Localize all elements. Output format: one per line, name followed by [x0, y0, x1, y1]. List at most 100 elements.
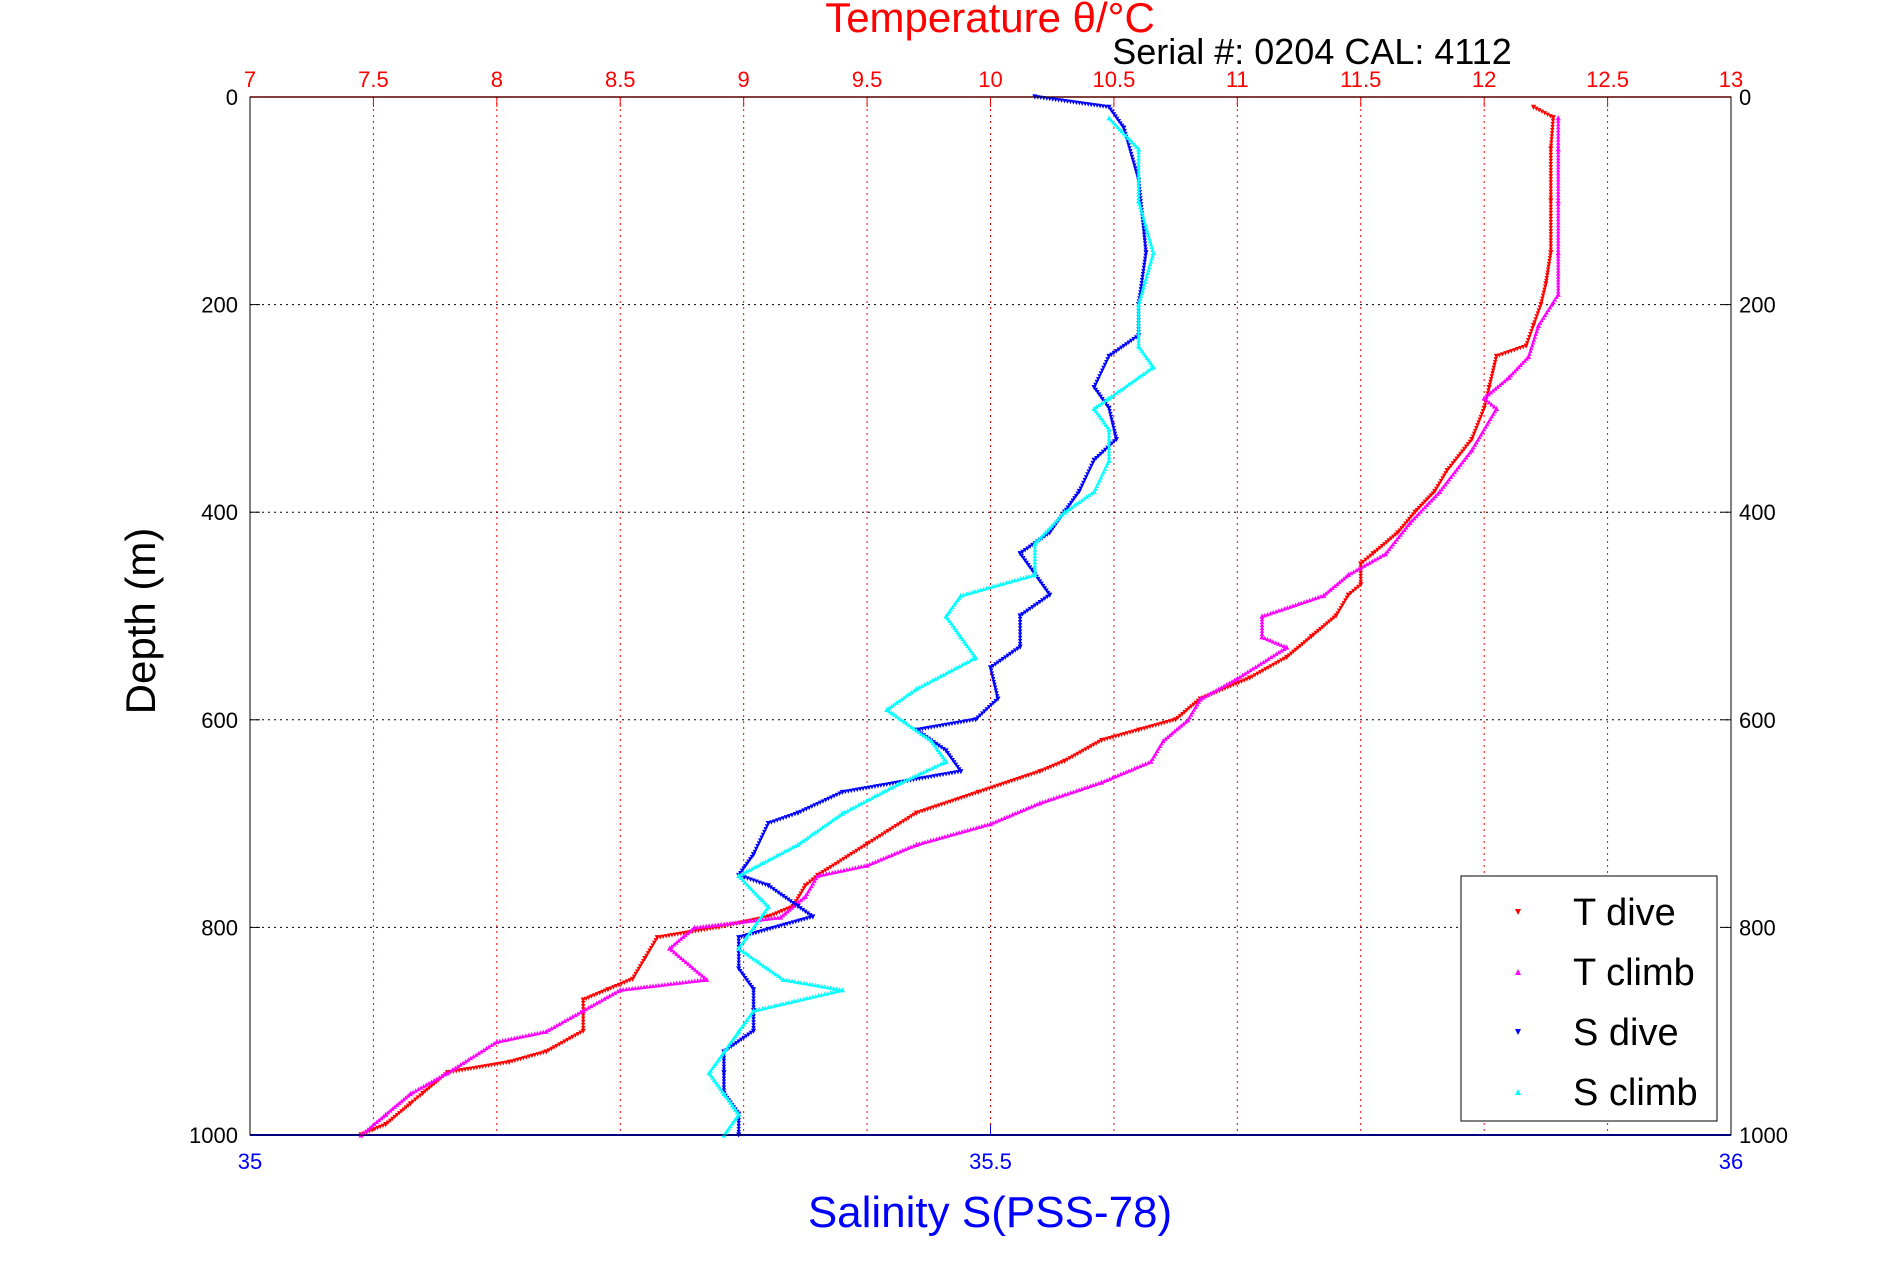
trace-marker	[532, 1031, 537, 1036]
trace-marker	[526, 1032, 531, 1038]
trace-marker	[1301, 599, 1307, 605]
trace-marker	[1136, 375, 1141, 380]
trace-marker	[761, 899, 767, 905]
trace-marker	[1056, 761, 1062, 766]
trace-marker	[403, 1105, 409, 1110]
trace-marker	[1188, 712, 1194, 717]
trace-marker	[1189, 704, 1194, 709]
data-point	[444, 1070, 451, 1076]
trace-marker	[1035, 601, 1040, 607]
trace-marker	[611, 985, 616, 990]
trace-marker	[1153, 751, 1158, 756]
trace-marker	[736, 1129, 741, 1135]
trace-marker	[1015, 646, 1020, 652]
trace-marker	[790, 900, 796, 906]
trace-marker	[1133, 169, 1139, 174]
temperature-tick-label: 11.5	[1340, 67, 1381, 92]
trace-marker	[1539, 317, 1544, 323]
trace-marker	[1545, 112, 1550, 117]
trace-marker	[1054, 794, 1059, 800]
trace-marker	[828, 985, 833, 990]
trace-marker	[848, 806, 853, 812]
trace-marker	[741, 939, 746, 944]
data-point	[1555, 146, 1561, 152]
trace-marker	[751, 918, 757, 923]
trace-marker	[1044, 96, 1049, 101]
trace-marker	[1143, 369, 1149, 375]
trace-marker	[901, 695, 907, 700]
trace-marker	[1304, 598, 1310, 604]
data-point	[494, 1038, 500, 1045]
trace-marker	[1530, 326, 1535, 331]
data-point	[1185, 717, 1191, 723]
trace-marker	[1012, 811, 1018, 816]
trace-marker	[922, 839, 928, 845]
trace-marker	[1087, 466, 1093, 471]
trace-marker	[1259, 631, 1265, 636]
trace-marker	[751, 993, 756, 998]
trace-marker	[795, 896, 800, 902]
trace-marker	[1129, 154, 1135, 160]
trace-marker	[1452, 458, 1457, 464]
trace-marker	[1462, 457, 1467, 462]
trace-marker	[893, 824, 898, 829]
trace-marker	[756, 959, 761, 965]
trace-marker	[1116, 388, 1122, 394]
trace-marker	[638, 984, 644, 990]
trace-marker	[1293, 602, 1298, 607]
trace-marker	[801, 980, 807, 986]
trace-marker	[1465, 452, 1471, 458]
legend-marker	[1515, 909, 1521, 915]
trace-marker	[891, 784, 896, 789]
trace-marker	[429, 1079, 434, 1084]
trace-marker	[959, 829, 965, 834]
data-point	[1535, 322, 1542, 328]
trace-marker	[1546, 264, 1551, 270]
trace-marker	[1142, 221, 1148, 227]
trace-marker	[1259, 616, 1265, 622]
trace-marker	[468, 1055, 474, 1061]
trace-marker	[616, 982, 622, 988]
trace-marker	[748, 982, 753, 988]
trace-marker	[1072, 503, 1077, 508]
trace-marker	[1086, 745, 1091, 751]
chart-title: Temperature θ/°C	[825, 0, 1155, 41]
trace-marker	[1548, 213, 1554, 219]
trace-marker	[1392, 539, 1398, 544]
trace-marker	[647, 983, 653, 989]
trace-marker	[1036, 536, 1042, 542]
trace-marker	[793, 899, 799, 904]
trace-marker	[1054, 762, 1059, 767]
trace-marker	[1465, 442, 1471, 447]
trace-marker	[1094, 404, 1099, 409]
trace-marker	[859, 864, 864, 869]
data-point	[839, 789, 845, 796]
trace-marker	[753, 958, 759, 963]
trace-marker	[1121, 770, 1126, 776]
trace-marker	[1492, 408, 1498, 414]
trace-marker	[1441, 473, 1447, 479]
trace-marker	[1012, 648, 1018, 653]
trace-marker	[1065, 791, 1071, 796]
trace-marker	[733, 1107, 738, 1112]
data-point	[580, 997, 586, 1003]
trace-marker	[786, 999, 792, 1005]
trace-marker	[950, 757, 955, 763]
trace-marker	[1141, 215, 1146, 221]
trace-marker	[1127, 137, 1133, 143]
data-point	[1469, 447, 1475, 453]
trace-marker	[751, 888, 756, 894]
trace-marker	[948, 620, 954, 626]
trace-marker	[1354, 567, 1359, 573]
trace-marker	[1126, 340, 1131, 345]
trace-marker	[1556, 118, 1561, 124]
trace-marker	[380, 1123, 386, 1128]
data-point	[795, 841, 801, 847]
data-point	[736, 945, 742, 951]
trace-marker	[1279, 658, 1284, 663]
trace-marker	[817, 800, 823, 806]
trace-marker	[1138, 287, 1143, 292]
trace-marker	[831, 989, 836, 994]
trace-marker	[686, 979, 691, 984]
